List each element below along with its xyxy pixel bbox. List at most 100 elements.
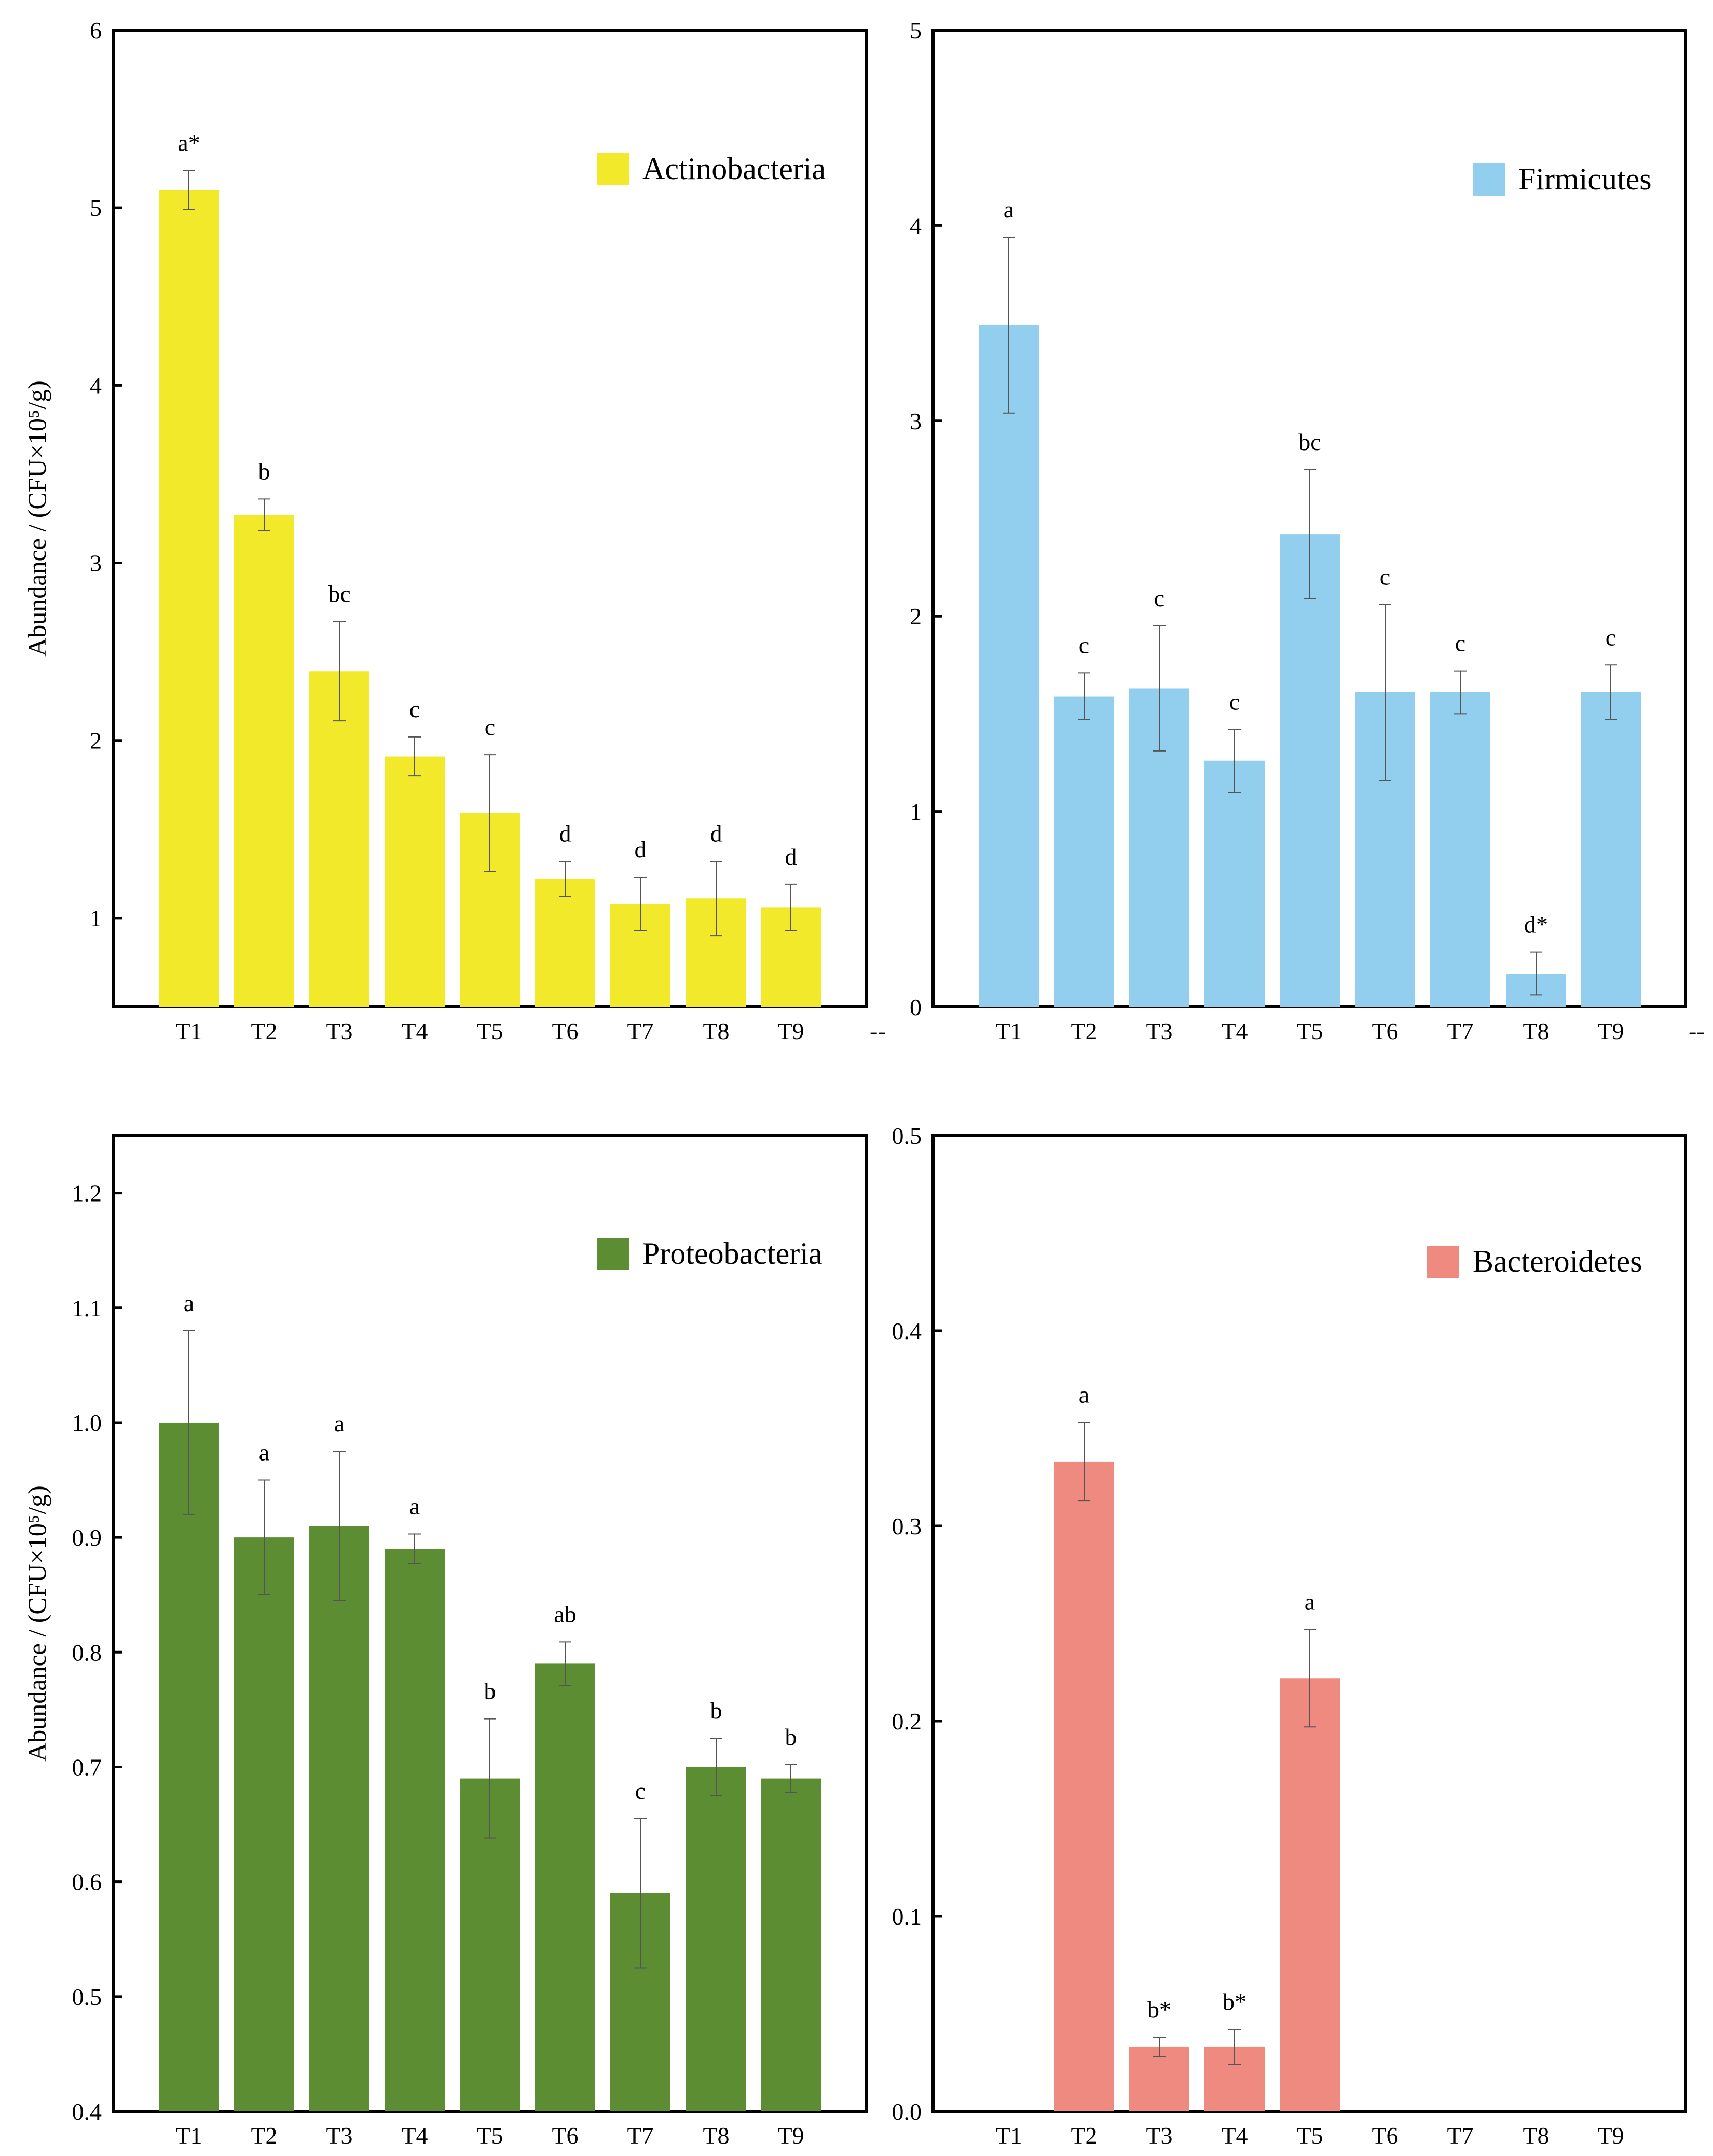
significance-letter: bc <box>328 580 350 607</box>
y-tick-label: 0.5 <box>72 1984 102 2010</box>
significance-letter: a <box>409 1493 420 1519</box>
bar <box>309 671 369 1007</box>
y-tick-label: 3 <box>910 408 922 434</box>
legend-label: Bacteroidetes <box>1473 1244 1642 1278</box>
significance-letter: bc <box>1298 429 1321 455</box>
bar <box>159 189 219 1007</box>
y-tick-label: 5 <box>90 195 102 221</box>
y-tick-label: 6 <box>90 17 102 44</box>
bar <box>1054 1461 1114 2111</box>
significance-letter: c <box>1154 585 1164 611</box>
chart-panel-4: 0.0 0.1 0.2 0.3 0.4 0.5 T1 a T2 b* T3 b* T4 a T5 T6 T7 T8… <box>892 1123 1687 2149</box>
x-tick-label: T8 <box>703 2122 729 2149</box>
bar <box>1129 2046 1189 2111</box>
x-tick-label: T7 <box>1447 2122 1473 2149</box>
x-trailing-label: -- <box>870 1018 886 1044</box>
significance-letter: c <box>1455 630 1465 657</box>
significance-letter: b* <box>1147 1996 1171 2023</box>
chart-panel-1: 1 2 3 4 5 6 a* T1 b T2 bc T3 c T4 c T5 d T6 d T7 d T8 d T9 -- Act… <box>22 17 886 1044</box>
legend-swatch <box>1427 1246 1459 1278</box>
significance-letter: d <box>559 820 571 847</box>
y-tick-label: 0.8 <box>72 1639 102 1666</box>
significance-letter: c <box>1606 624 1616 650</box>
significance-letter: c <box>409 696 420 722</box>
x-tick-label: T4 <box>1221 1018 1248 1044</box>
bar <box>761 1778 821 2111</box>
y-tick-label: 5 <box>910 17 922 44</box>
significance-letter: b <box>785 1724 797 1750</box>
y-tick-label: 0 <box>910 994 922 1020</box>
significance-letter: d* <box>1524 911 1548 938</box>
significance-letter: a* <box>177 129 200 156</box>
x-tick-label: T3 <box>1146 1018 1172 1044</box>
x-tick-label: T8 <box>703 1018 729 1044</box>
bar <box>234 515 294 1007</box>
y-tick-label: 0.5 <box>892 1123 922 1149</box>
bar <box>159 1422 219 2111</box>
y-tick-label: 0.4 <box>892 1318 922 1344</box>
bar <box>385 756 445 1007</box>
x-tick-label: T9 <box>1597 2122 1624 2149</box>
x-tick-label: T2 <box>251 1018 277 1044</box>
y-tick-label: 2 <box>90 728 102 754</box>
x-tick-label: T2 <box>251 2122 277 2149</box>
legend-label: Actinobacteria <box>642 152 826 186</box>
bar <box>1581 692 1641 1007</box>
significance-letter: c <box>1079 632 1089 658</box>
significance-letter: d <box>635 836 647 863</box>
x-tick-label: T1 <box>995 1018 1022 1044</box>
significance-letter: c <box>1229 689 1240 715</box>
significance-letter: b* <box>1223 1988 1246 2015</box>
chart-panel-2: 0 1 2 3 4 5 a T1 c T2 c T3 c T4 bc T5 c T6 c T7 d* T8 c T9 -- Fir… <box>910 17 1705 1044</box>
x-tick-label: T7 <box>627 1018 653 1044</box>
y-tick-label: 1.2 <box>72 1180 102 1207</box>
y-tick-label: 0.6 <box>72 1869 102 1895</box>
x-tick-label: T3 <box>1146 2122 1172 2149</box>
x-tick-label: T6 <box>552 2122 578 2149</box>
x-tick-label: T4 <box>401 2122 428 2149</box>
x-tick-label: T6 <box>1372 2122 1398 2149</box>
y-tick-label: 0.9 <box>72 1524 102 1551</box>
bar <box>1430 692 1490 1007</box>
y-tick-label: 3 <box>90 550 102 577</box>
y-axis-label: Abundance / (CFU×10⁵/g) <box>22 1485 51 1762</box>
significance-letter: b <box>710 1697 722 1724</box>
y-tick-label: 0.0 <box>892 2098 922 2125</box>
y-tick-label: 0.2 <box>892 1708 922 1735</box>
x-tick-label: T2 <box>1071 2122 1097 2149</box>
y-tick-label: 4 <box>910 212 922 239</box>
legend-swatch <box>597 153 629 185</box>
y-tick-label: 1.1 <box>72 1295 102 1321</box>
x-tick-label: T4 <box>401 1018 428 1044</box>
x-tick-label: T7 <box>627 2122 653 2149</box>
x-tick-label: T9 <box>777 1018 804 1044</box>
significance-letter: a <box>184 1290 194 1316</box>
x-tick-label: T6 <box>552 1018 578 1044</box>
x-tick-label: T1 <box>995 2122 1022 2149</box>
y-tick-label: 1.0 <box>72 1410 102 1436</box>
x-tick-label: T5 <box>476 1018 503 1044</box>
significance-letter: d <box>785 843 797 870</box>
y-tick-label: 4 <box>90 372 102 399</box>
y-tick-label: 1 <box>910 799 922 825</box>
bar <box>686 1767 746 2111</box>
x-trailing-label: -- <box>1689 1018 1705 1044</box>
bar <box>234 1537 294 2111</box>
x-tick-label: T1 <box>175 2122 202 2149</box>
significance-letter: ab <box>554 1601 576 1627</box>
bar <box>979 325 1039 1007</box>
legend-swatch <box>597 1238 629 1270</box>
x-tick-label: T9 <box>777 2122 804 2149</box>
significance-letter: d <box>710 820 722 847</box>
x-tick-label: T8 <box>1523 2122 1549 2149</box>
bar <box>1054 696 1114 1007</box>
x-tick-label: T4 <box>1221 2122 1248 2149</box>
significance-letter: c <box>485 714 495 740</box>
x-tick-label: T3 <box>326 1018 352 1044</box>
significance-letter: b <box>484 1678 496 1704</box>
significance-letter: a <box>259 1439 269 1466</box>
x-tick-label: T7 <box>1447 1018 1473 1044</box>
y-tick-label: 0.1 <box>892 1903 922 1930</box>
bar <box>535 879 595 1007</box>
